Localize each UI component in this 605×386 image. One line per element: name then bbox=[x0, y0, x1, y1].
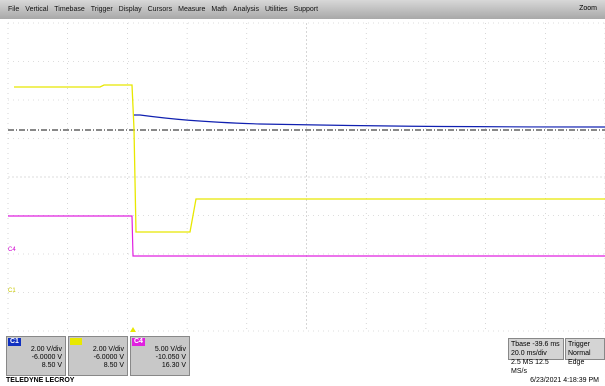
menu-item[interactable]: Utilities bbox=[265, 6, 288, 13]
delay: -39.6 ms bbox=[532, 341, 560, 348]
timestamp: 6/23/2021 4:18:39 PM bbox=[530, 377, 599, 384]
level: 8.50 V bbox=[41, 362, 62, 369]
channel-box[interactable]: C4 5.00 V/div -10.050 V 16.30 V bbox=[130, 336, 190, 376]
channel-tag bbox=[70, 338, 82, 345]
label: Trigger bbox=[568, 341, 590, 348]
type: Edge bbox=[568, 359, 585, 366]
offset: -6.0000 V bbox=[31, 354, 62, 361]
marker-c1: C1 bbox=[8, 288, 16, 294]
mode: Normal bbox=[568, 350, 591, 357]
scale: 2.00 V/div bbox=[30, 346, 62, 353]
offset: -10.050 V bbox=[155, 354, 186, 361]
menu-bar: File Vertical Timebase Trigger Display Cursor… bbox=[0, 0, 605, 19]
scale: 2.00 V/div bbox=[92, 346, 124, 353]
rate: 12.5 MS/s bbox=[511, 359, 549, 375]
channel-tag: C4 bbox=[132, 338, 145, 346]
menu-item[interactable]: File bbox=[8, 6, 20, 13]
label: Tbase bbox=[511, 341, 531, 348]
menu-item[interactable]: Vertical bbox=[25, 6, 49, 13]
channel-box[interactable]: C1 2.00 V/div -6.0000 V 8.50 V bbox=[6, 336, 66, 376]
channel-tag: C1 bbox=[8, 338, 21, 346]
trace-c4 bbox=[8, 215, 605, 257]
scale: 20.0 ms/div bbox=[511, 350, 547, 357]
menu-item[interactable]: Cursors bbox=[147, 6, 173, 13]
grid bbox=[7, 22, 605, 332]
marker-c4: C4 bbox=[8, 247, 16, 253]
menu-item[interactable]: Trigger bbox=[90, 6, 113, 13]
menu-item[interactable]: Timebase bbox=[54, 6, 85, 13]
trace-c2 bbox=[14, 84, 605, 233]
menu-item[interactable]: Support bbox=[293, 6, 319, 13]
trigger-box[interactable]: Trigger Normal Edge bbox=[565, 338, 605, 366]
zoom[interactable]: Zoom bbox=[579, 5, 597, 12]
menu-item[interactable]: Measure bbox=[178, 6, 206, 13]
brand: TELEDYNE LECROY bbox=[6, 377, 75, 384]
level: 16.30 V bbox=[161, 362, 186, 369]
channel-box[interactable]: 2.00 V/div -6.0000 V 8.50 V bbox=[68, 336, 128, 376]
menu-item[interactable]: Analysis bbox=[232, 6, 259, 13]
menu-item[interactable]: Display bbox=[118, 6, 142, 13]
scale: 5.00 V/div bbox=[154, 346, 186, 353]
timebase-box[interactable]: Tbase -39.6 ms 20.0 ms/div 2.5 MS 12.5 MS/… bbox=[508, 338, 564, 375]
trace-c1 bbox=[134, 114, 605, 128]
screen-bg bbox=[0, 19, 605, 335]
menu-item[interactable]: Math bbox=[211, 6, 227, 13]
offset: -6.0000 V bbox=[93, 354, 124, 361]
level: 8.50 V bbox=[103, 362, 124, 369]
points: 2.5 MS bbox=[511, 359, 534, 366]
trigger-marker bbox=[130, 327, 136, 332]
scope-screen: C4 C1 bbox=[0, 19, 605, 335]
